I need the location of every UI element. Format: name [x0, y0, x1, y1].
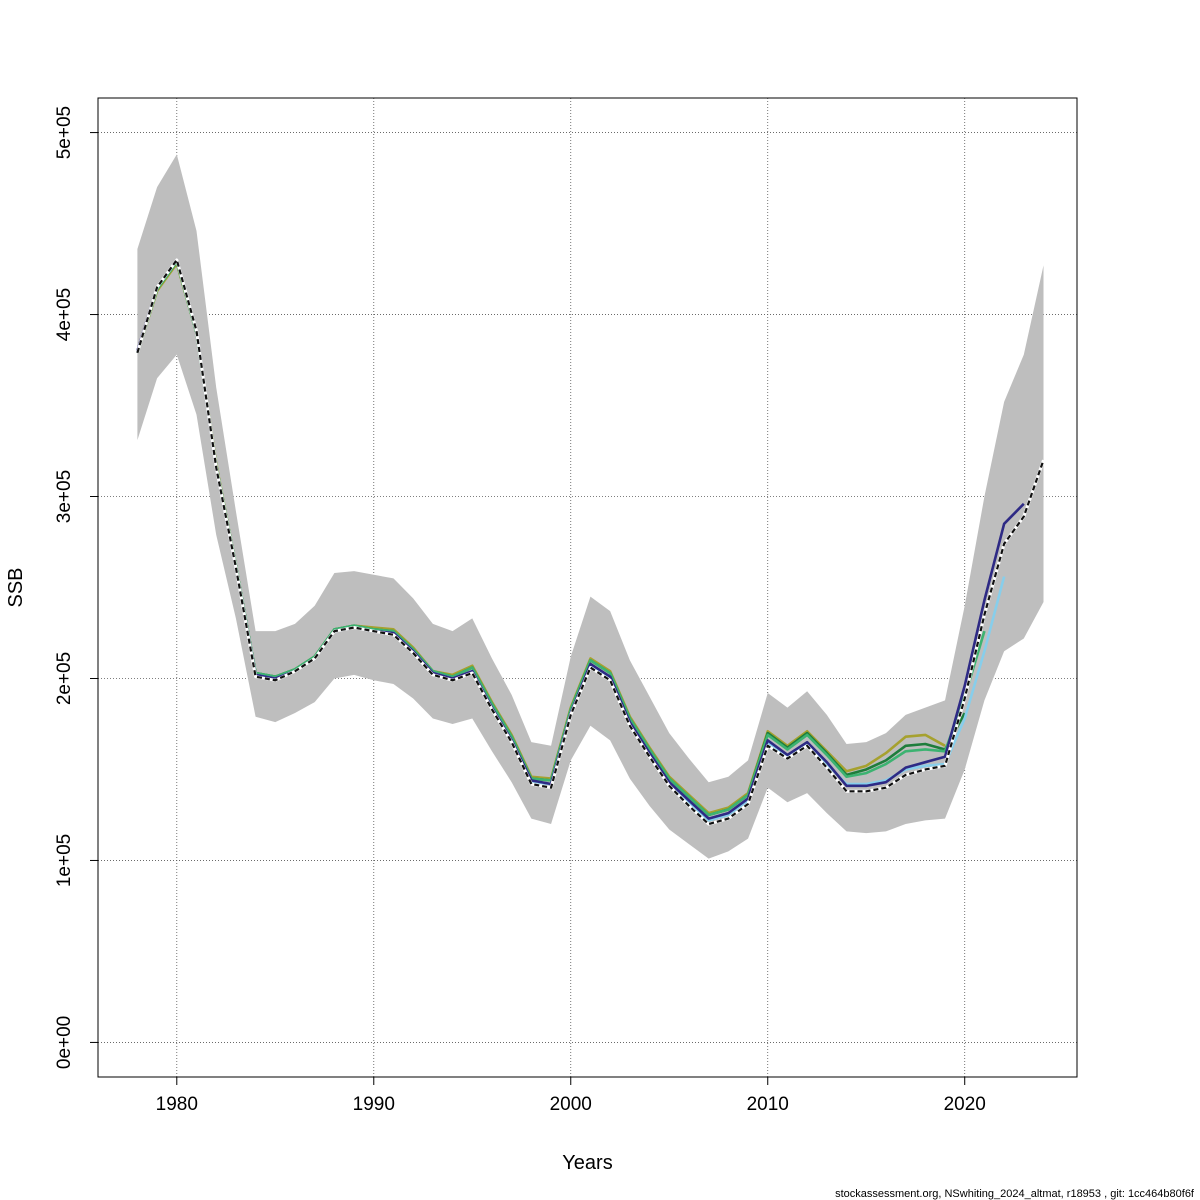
y-tick-label: 2e+05: [54, 652, 75, 705]
series-lines: [135, 258, 1045, 826]
x-axis-title: Years: [562, 1152, 612, 1174]
y-tick-label: 0e+00: [54, 1016, 75, 1069]
y-tick-label: 3e+05: [54, 470, 75, 523]
confidence-band-group: [137, 154, 1044, 859]
x-axis: 1980 1990 2000 2010 2020: [156, 1076, 986, 1115]
confidence-band: [137, 154, 1044, 859]
x-tick-label: 2020: [944, 1094, 986, 1115]
x-tick-label: 2010: [747, 1094, 789, 1115]
series-line-6: [136, 258, 1045, 826]
series-line-2: [136, 260, 966, 817]
y-tick-label: 5e+05: [54, 106, 75, 159]
footer-credit: stockassessment.org, NSwhiting_2024_altm…: [835, 1188, 1195, 1200]
y-tick-label: 1e+05: [54, 834, 75, 887]
x-tick-label: 1980: [156, 1094, 198, 1115]
y-axis: 0e+00 1e+05 2e+05 3e+05 4e+05 5e+05: [54, 106, 99, 1069]
x-tick-label: 2000: [550, 1094, 592, 1115]
x-tick-label: 1990: [353, 1094, 395, 1115]
y-tick-label: 4e+05: [54, 288, 75, 341]
y-axis-title: SSB: [5, 567, 27, 607]
